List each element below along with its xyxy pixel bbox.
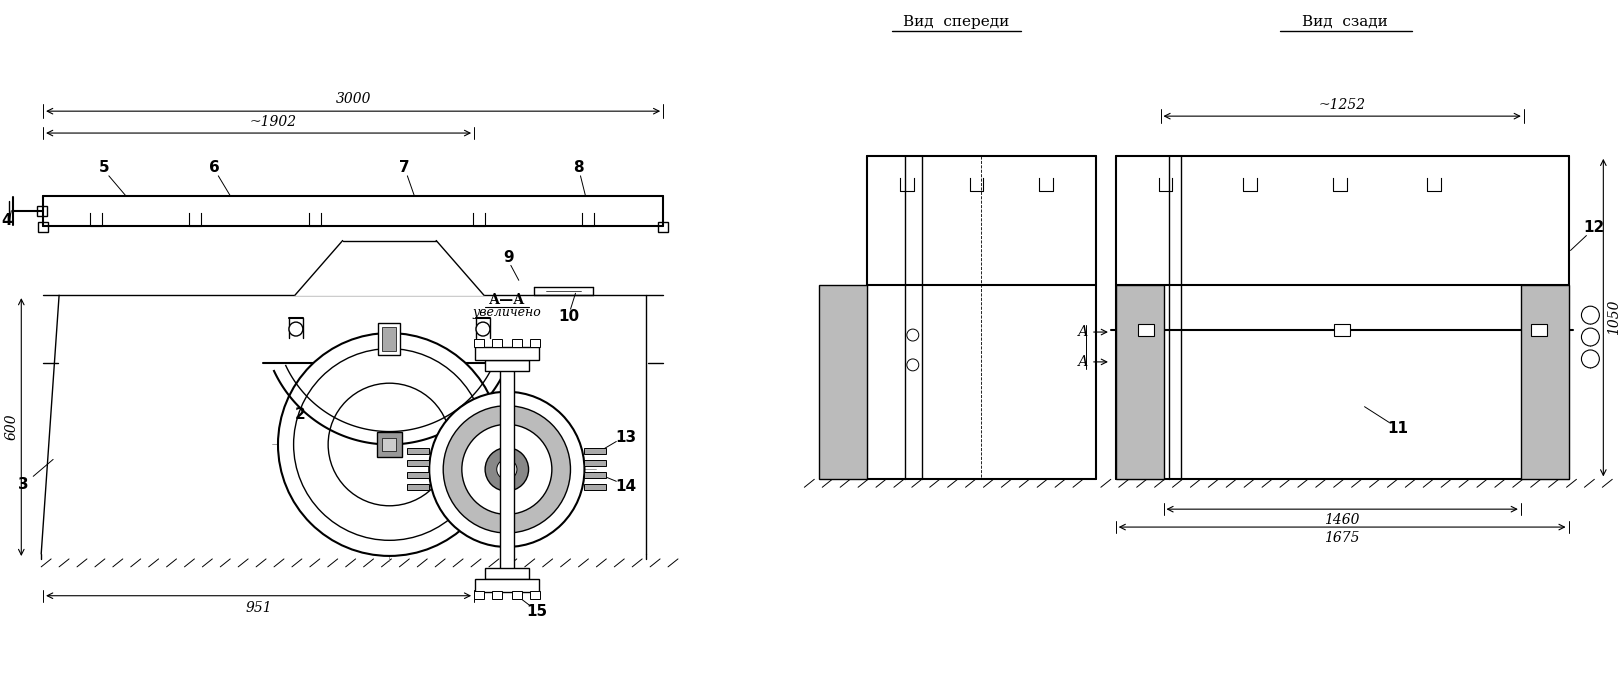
Circle shape bbox=[497, 459, 517, 480]
Text: ~1252: ~1252 bbox=[1319, 98, 1366, 112]
Bar bbox=[475, 590, 484, 599]
Text: 2: 2 bbox=[295, 407, 305, 422]
Bar bbox=[585, 484, 606, 490]
Text: 8: 8 bbox=[573, 160, 583, 175]
Bar bbox=[530, 339, 539, 347]
Text: А: А bbox=[1077, 355, 1089, 369]
Bar bbox=[658, 222, 667, 232]
Circle shape bbox=[907, 359, 919, 371]
Bar bbox=[407, 473, 429, 478]
Text: 600: 600 bbox=[5, 414, 18, 440]
Circle shape bbox=[429, 392, 585, 547]
Text: А—А: А—А bbox=[489, 293, 525, 307]
Circle shape bbox=[279, 333, 501, 556]
Bar bbox=[382, 327, 397, 351]
Bar bbox=[820, 285, 867, 480]
Circle shape bbox=[444, 406, 570, 533]
Bar bbox=[501, 370, 514, 569]
Bar bbox=[37, 206, 47, 216]
Bar bbox=[475, 339, 484, 347]
Bar bbox=[1137, 324, 1153, 336]
Text: 4: 4 bbox=[2, 213, 11, 228]
Text: 11: 11 bbox=[1387, 421, 1408, 436]
Bar bbox=[1531, 324, 1547, 336]
Circle shape bbox=[462, 424, 552, 514]
Text: 1050: 1050 bbox=[1607, 300, 1620, 336]
Text: А: А bbox=[1077, 325, 1089, 339]
Bar bbox=[1116, 285, 1163, 480]
Text: 13: 13 bbox=[616, 430, 637, 445]
Bar bbox=[1521, 285, 1568, 480]
Circle shape bbox=[907, 329, 919, 341]
Text: 12: 12 bbox=[1584, 220, 1605, 235]
Text: 1675: 1675 bbox=[1325, 531, 1359, 545]
Bar bbox=[475, 579, 539, 592]
Text: ~1902: ~1902 bbox=[249, 115, 296, 129]
Bar bbox=[407, 449, 429, 454]
Bar bbox=[382, 438, 397, 451]
Bar bbox=[585, 460, 606, 466]
Bar bbox=[407, 460, 429, 466]
Bar bbox=[492, 339, 502, 347]
Bar bbox=[530, 590, 539, 599]
Bar bbox=[475, 347, 539, 360]
Bar bbox=[512, 339, 522, 347]
Text: 10: 10 bbox=[557, 309, 578, 323]
Text: 1: 1 bbox=[494, 525, 504, 540]
Circle shape bbox=[1581, 306, 1599, 324]
Bar bbox=[585, 449, 606, 454]
Bar bbox=[407, 484, 429, 490]
Bar bbox=[39, 222, 49, 232]
Circle shape bbox=[484, 447, 528, 491]
Polygon shape bbox=[295, 240, 484, 295]
Text: 5: 5 bbox=[99, 160, 109, 175]
Text: 951: 951 bbox=[245, 601, 272, 614]
Text: 14: 14 bbox=[616, 479, 637, 494]
Text: 3: 3 bbox=[18, 477, 29, 492]
Bar bbox=[512, 590, 522, 599]
Text: 1460: 1460 bbox=[1325, 513, 1359, 527]
Text: увеличено: увеличено bbox=[473, 306, 541, 319]
Text: 9: 9 bbox=[504, 250, 514, 265]
Text: 15: 15 bbox=[526, 604, 548, 619]
Text: 7: 7 bbox=[399, 160, 410, 175]
Bar bbox=[585, 473, 606, 478]
Bar bbox=[379, 323, 400, 355]
Text: Вид  спереди: Вид спереди bbox=[904, 14, 1009, 29]
Circle shape bbox=[288, 322, 303, 336]
Circle shape bbox=[1581, 328, 1599, 346]
Bar bbox=[484, 568, 528, 579]
Bar bbox=[484, 360, 528, 371]
Text: 6: 6 bbox=[209, 160, 220, 175]
Circle shape bbox=[476, 322, 489, 336]
Bar bbox=[376, 432, 402, 458]
Text: Вид  сзади: Вид сзади bbox=[1302, 14, 1387, 29]
Bar bbox=[492, 590, 502, 599]
Bar bbox=[1333, 324, 1349, 336]
Circle shape bbox=[1581, 350, 1599, 368]
Text: 3000: 3000 bbox=[335, 92, 371, 106]
